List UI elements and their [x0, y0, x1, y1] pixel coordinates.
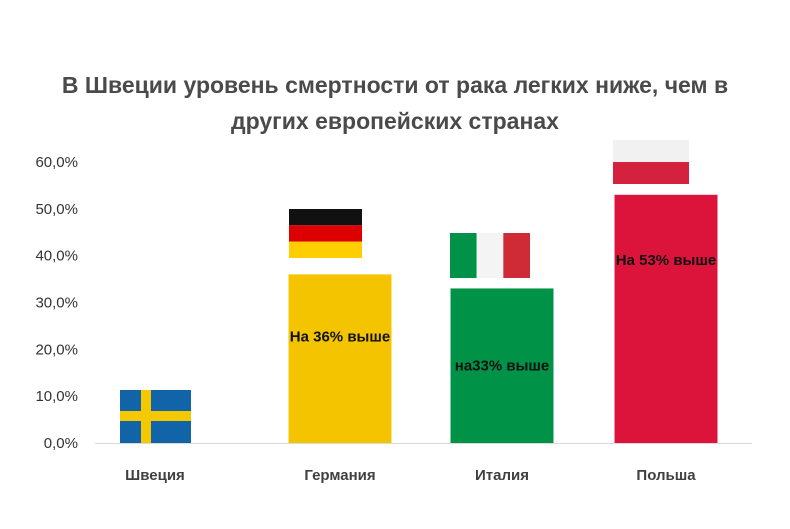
y-tick-label: 40,0% [35, 248, 78, 265]
flags [120, 140, 689, 443]
germany-flag-icon [289, 209, 362, 258]
y-tick-label: 30,0% [35, 295, 78, 312]
y-tick-label: 0,0% [44, 435, 78, 452]
chart-title-line-1: В Швеции уровень смертности от рака легк… [62, 72, 728, 98]
y-tick-label: 50,0% [35, 201, 78, 218]
bar-value-label: на33% выше [455, 358, 549, 375]
sweden-flag-icon [120, 390, 191, 443]
x-category-label: Швеция [125, 467, 185, 484]
bar [288, 274, 392, 443]
bar [614, 194, 718, 443]
bar-labels: На 36% выше на33% выше На 53% выше [290, 252, 716, 375]
x-category-label: Италия [475, 467, 529, 484]
y-tick-label: 10,0% [35, 388, 78, 405]
italy-flag-icon [450, 233, 530, 278]
chart-title-line-2: других европейских странах [231, 108, 559, 134]
x-category-label: Германия [304, 467, 375, 484]
y-tick-label: 60,0% [35, 154, 78, 171]
x-axis: Швеция Германия Италия Польша [95, 443, 752, 484]
bar [450, 288, 554, 443]
y-axis: 0,0% 10,0% 20,0% 30,0% 40,0% 50,0% 60,0% [35, 154, 78, 452]
bars [288, 194, 718, 443]
y-tick-label: 20,0% [35, 341, 78, 358]
bar-value-label: На 36% выше [290, 329, 390, 346]
poland-flag-icon [613, 140, 689, 184]
x-category-label: Польша [636, 467, 696, 484]
bar-value-label: На 53% выше [616, 252, 716, 269]
